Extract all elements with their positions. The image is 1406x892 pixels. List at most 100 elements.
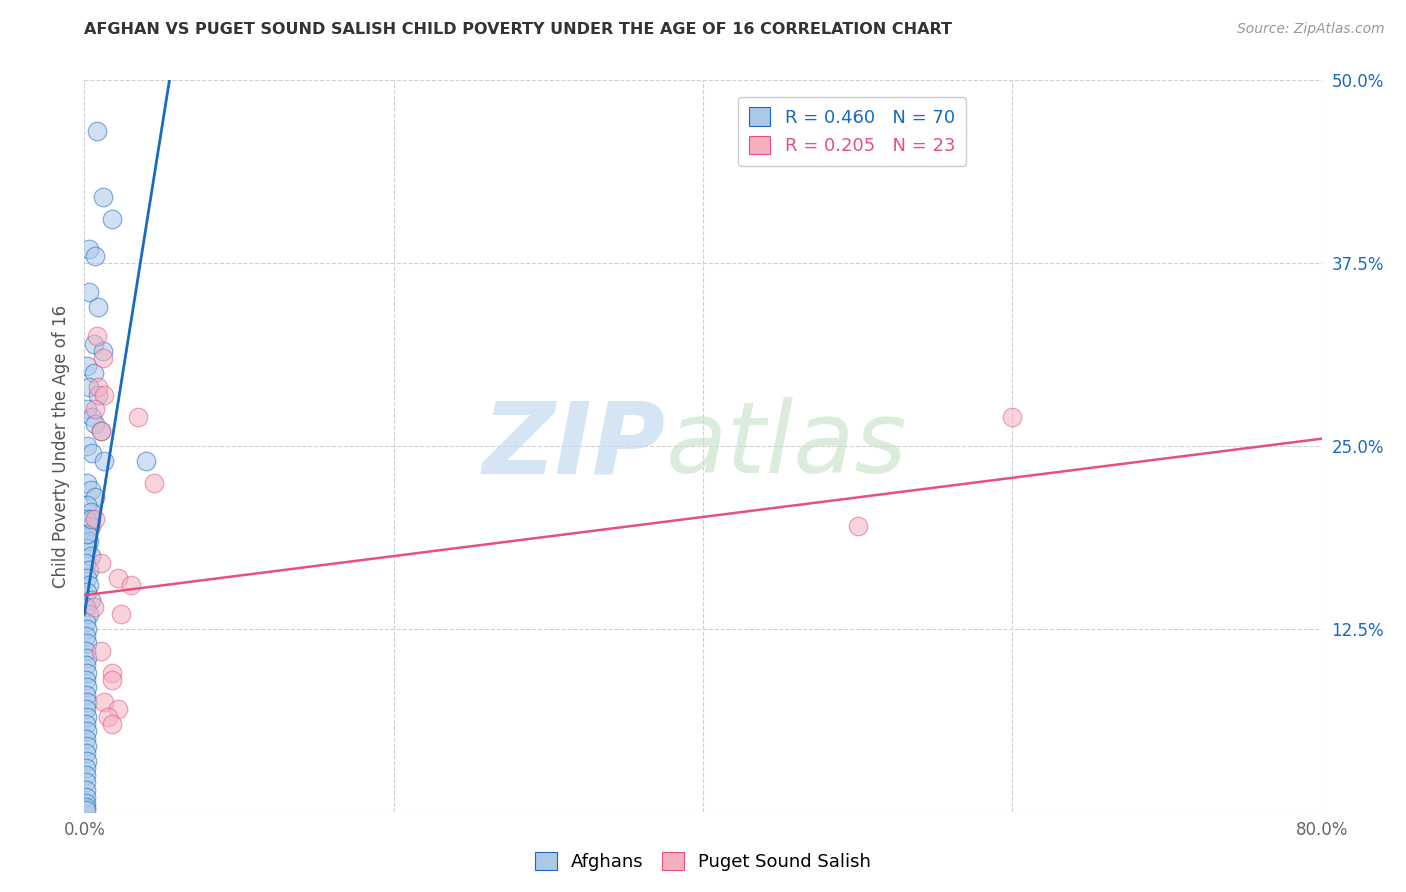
Point bbox=[101, 717, 124, 731]
Point bbox=[101, 212, 124, 227]
Point bbox=[135, 453, 157, 467]
Point bbox=[76, 498, 98, 512]
Point bbox=[76, 402, 98, 417]
Point bbox=[110, 607, 132, 622]
Point bbox=[75, 629, 97, 643]
Point bbox=[87, 388, 110, 402]
Point bbox=[90, 425, 112, 439]
Point bbox=[84, 490, 107, 504]
Point bbox=[93, 453, 115, 467]
Point bbox=[76, 754, 98, 768]
Point bbox=[77, 563, 100, 577]
Point bbox=[75, 556, 97, 570]
Point bbox=[76, 439, 98, 453]
Point bbox=[77, 285, 100, 300]
Point bbox=[76, 665, 98, 680]
Point bbox=[93, 695, 115, 709]
Point bbox=[77, 242, 100, 256]
Point bbox=[90, 425, 112, 439]
Point bbox=[75, 673, 97, 687]
Point bbox=[83, 366, 105, 380]
Point bbox=[101, 673, 124, 687]
Point bbox=[75, 775, 97, 789]
Point bbox=[76, 541, 98, 556]
Point bbox=[120, 578, 142, 592]
Point bbox=[87, 300, 110, 314]
Point bbox=[86, 329, 108, 343]
Point bbox=[76, 651, 98, 665]
Point bbox=[75, 768, 97, 782]
Point bbox=[84, 512, 107, 526]
Point bbox=[91, 351, 114, 366]
Point bbox=[84, 417, 107, 431]
Point bbox=[75, 803, 97, 817]
Point bbox=[76, 526, 98, 541]
Point bbox=[75, 761, 97, 775]
Point bbox=[76, 622, 98, 636]
Point bbox=[1001, 409, 1024, 424]
Point bbox=[93, 388, 115, 402]
Text: AFGHAN VS PUGET SOUND SALISH CHILD POVERTY UNDER THE AGE OF 16 CORRELATION CHART: AFGHAN VS PUGET SOUND SALISH CHILD POVER… bbox=[84, 22, 952, 37]
Point bbox=[82, 409, 104, 424]
Text: atlas: atlas bbox=[666, 398, 907, 494]
Y-axis label: Child Poverty Under the Age of 16: Child Poverty Under the Age of 16 bbox=[52, 304, 70, 588]
Point bbox=[143, 475, 166, 490]
Point bbox=[76, 724, 98, 739]
Point bbox=[75, 717, 97, 731]
Point bbox=[79, 483, 101, 497]
Point bbox=[91, 343, 114, 358]
Point bbox=[84, 249, 107, 263]
Point bbox=[107, 571, 129, 585]
Point bbox=[82, 446, 104, 460]
Point bbox=[90, 644, 112, 658]
Point bbox=[83, 599, 105, 614]
Point bbox=[76, 739, 98, 753]
Point bbox=[79, 519, 101, 533]
Point bbox=[76, 709, 98, 723]
Legend: R = 0.460   N = 70, R = 0.205   N = 23: R = 0.460 N = 70, R = 0.205 N = 23 bbox=[738, 96, 966, 166]
Point bbox=[75, 746, 97, 760]
Point bbox=[77, 607, 100, 622]
Point bbox=[79, 549, 101, 563]
Point bbox=[91, 190, 114, 204]
Point bbox=[76, 571, 98, 585]
Point bbox=[76, 585, 98, 599]
Point bbox=[77, 534, 100, 549]
Point bbox=[75, 658, 97, 673]
Point bbox=[75, 688, 97, 702]
Point bbox=[75, 782, 97, 797]
Point bbox=[84, 402, 107, 417]
Point bbox=[90, 556, 112, 570]
Point bbox=[86, 124, 108, 138]
Point bbox=[77, 578, 100, 592]
Point bbox=[79, 505, 101, 519]
Point bbox=[83, 336, 105, 351]
Point bbox=[846, 519, 869, 533]
Point bbox=[76, 475, 98, 490]
Legend: Afghans, Puget Sound Salish: Afghans, Puget Sound Salish bbox=[527, 845, 879, 879]
Point bbox=[96, 709, 118, 723]
Point bbox=[75, 731, 97, 746]
Point bbox=[76, 636, 98, 650]
Point bbox=[76, 526, 98, 541]
Point bbox=[87, 380, 110, 394]
Point bbox=[75, 615, 97, 629]
Point bbox=[76, 695, 98, 709]
Point bbox=[75, 644, 97, 658]
Point bbox=[101, 665, 124, 680]
Point bbox=[75, 800, 97, 814]
Text: Source: ZipAtlas.com: Source: ZipAtlas.com bbox=[1237, 22, 1385, 37]
Point bbox=[76, 681, 98, 695]
Point bbox=[76, 512, 98, 526]
Point bbox=[127, 409, 149, 424]
Point bbox=[75, 796, 97, 810]
Point bbox=[76, 359, 98, 373]
Point bbox=[77, 380, 100, 394]
Point bbox=[107, 702, 129, 716]
Point bbox=[79, 512, 101, 526]
Point bbox=[75, 790, 97, 805]
Text: ZIP: ZIP bbox=[482, 398, 666, 494]
Point bbox=[75, 702, 97, 716]
Point bbox=[75, 599, 97, 614]
Point bbox=[79, 592, 101, 607]
